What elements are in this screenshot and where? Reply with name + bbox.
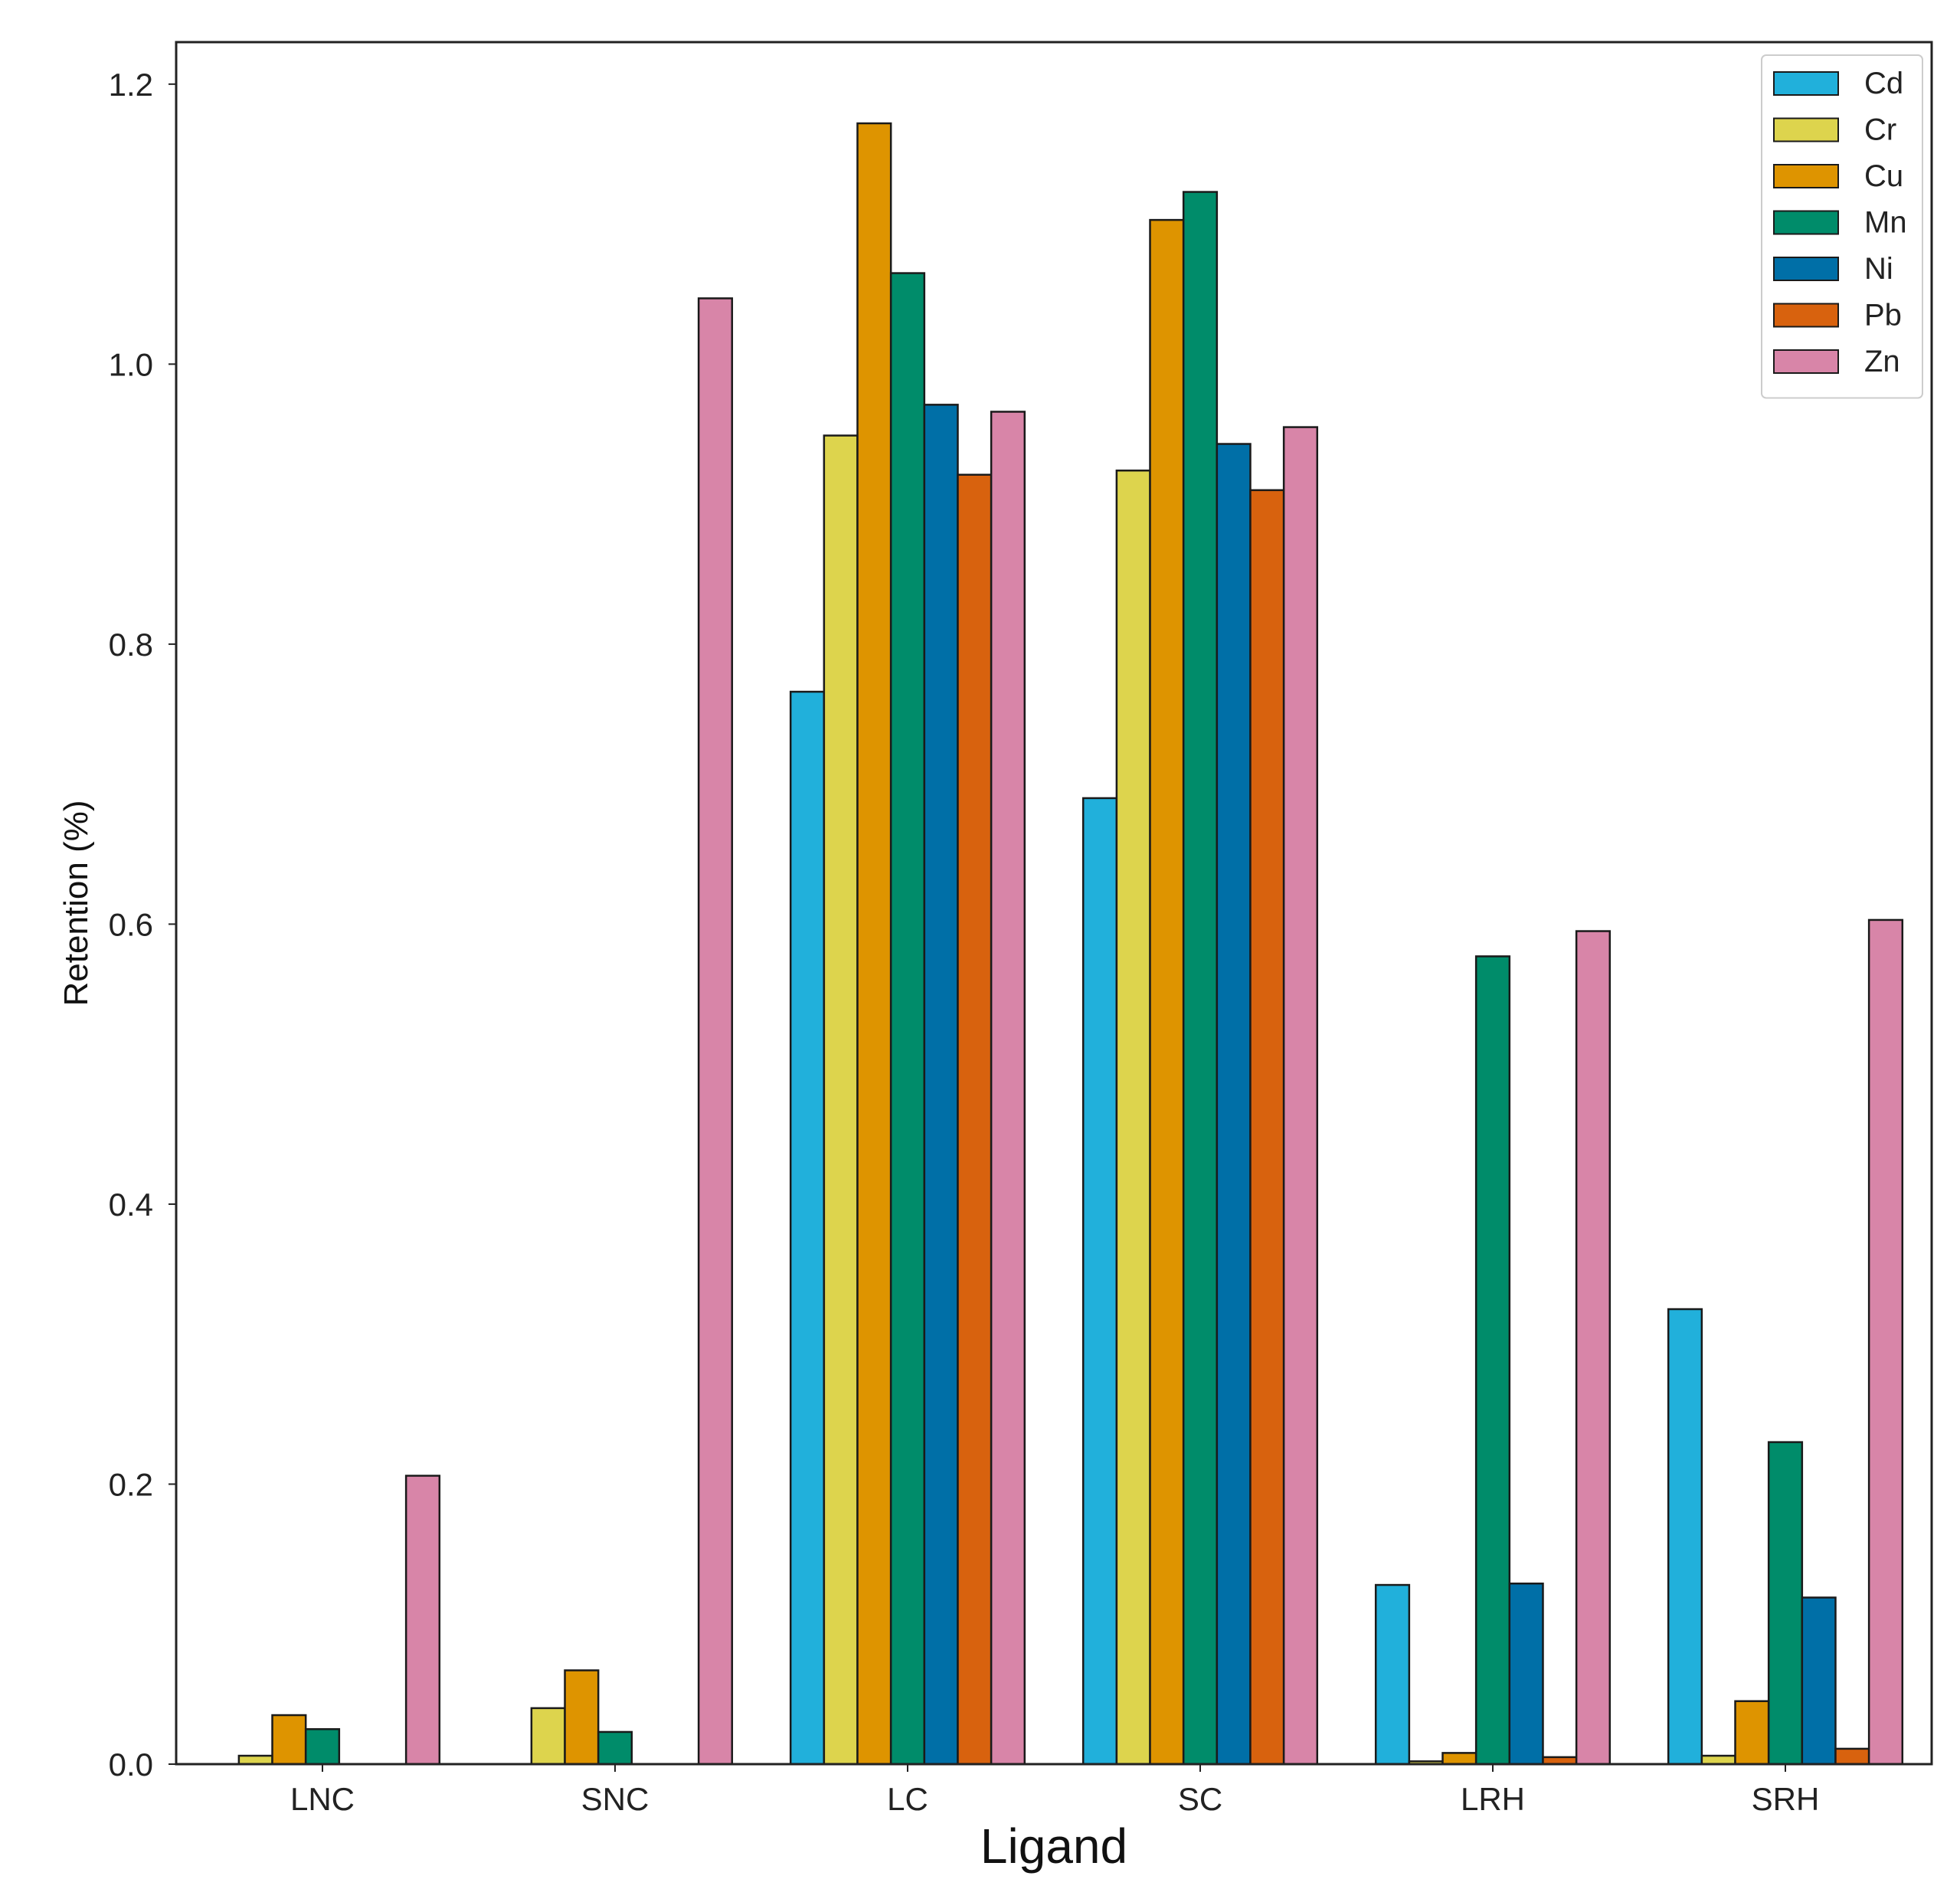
bar-zn-snc bbox=[697, 297, 734, 1766]
bar-pb-lc bbox=[957, 473, 993, 1766]
bar-mn-lnc bbox=[304, 1728, 341, 1766]
bar-pb-sc bbox=[1249, 489, 1285, 1766]
y-axis-ticks: 0.0 0.2 0.4 0.6 0.8 1.0 1.2 bbox=[109, 67, 176, 1783]
x-tick-label: SC bbox=[1178, 1781, 1222, 1817]
bar-cu-lc bbox=[856, 122, 892, 1766]
bar-cu-srh bbox=[1734, 1700, 1770, 1766]
legend-swatch-ni bbox=[1773, 257, 1839, 281]
plot-area-frame bbox=[175, 41, 1933, 1766]
y-tick-label: 0.4 bbox=[109, 1187, 153, 1223]
bar-pb-srh bbox=[1834, 1747, 1870, 1766]
legend-label-mn: Mn bbox=[1864, 206, 1907, 240]
legend-label-ni: Ni bbox=[1864, 252, 1893, 286]
bar-cd-srh bbox=[1667, 1308, 1703, 1766]
legend-label-zn: Zn bbox=[1864, 345, 1900, 378]
x-axis-ticks: LNC SNC LC SC LRH SRH bbox=[290, 1764, 1819, 1817]
x-tick-label: LC bbox=[887, 1781, 928, 1817]
bar-cd-sc bbox=[1081, 797, 1118, 1766]
x-tick-label: LRH bbox=[1461, 1781, 1525, 1817]
legend-swatch-cu bbox=[1773, 164, 1839, 188]
bar-cr-lnc bbox=[237, 1754, 273, 1766]
legend-label-cu: Cu bbox=[1864, 159, 1903, 193]
y-tick-label: 0.2 bbox=[109, 1466, 153, 1502]
bar-cu-lnc bbox=[271, 1714, 307, 1766]
bar-mn-sc bbox=[1182, 191, 1219, 1766]
x-tick-label: LNC bbox=[290, 1781, 355, 1817]
bar-mn-snc bbox=[597, 1730, 633, 1766]
legend-swatch-cr bbox=[1773, 117, 1839, 142]
bar-cr-snc bbox=[530, 1707, 566, 1766]
bar-zn-sc bbox=[1282, 426, 1319, 1766]
x-tick-label: SRH bbox=[1752, 1781, 1820, 1817]
y-tick-label: 1.2 bbox=[109, 67, 153, 103]
y-tick-label: 0.0 bbox=[109, 1747, 153, 1783]
legend-label-cr: Cr bbox=[1864, 113, 1896, 147]
bar-zn-lc bbox=[990, 411, 1026, 1766]
bar-cr-sc bbox=[1115, 470, 1151, 1766]
bar-ni-lrh bbox=[1508, 1582, 1544, 1766]
bar-zn-srh bbox=[1867, 918, 1904, 1766]
x-axis-title: Ligand bbox=[980, 1819, 1127, 1874]
y-tick-label: 0.6 bbox=[109, 906, 153, 942]
legend-label-cd: Cd bbox=[1864, 67, 1903, 100]
legend-swatch-mn bbox=[1773, 210, 1839, 235]
y-axis-title: Retention (%) bbox=[57, 800, 95, 1006]
bar-ni-srh bbox=[1801, 1596, 1837, 1766]
legend: Cd Cr Cu Mn Ni Pb Zn bbox=[1761, 54, 1923, 399]
legend-label-pb: Pb bbox=[1864, 299, 1902, 332]
legend-swatch-cd bbox=[1773, 71, 1839, 96]
legend-swatch-pb bbox=[1773, 303, 1839, 328]
x-tick-label: SNC bbox=[581, 1781, 650, 1817]
bar-cr-lc bbox=[823, 434, 859, 1766]
bar-zn-lnc bbox=[404, 1475, 441, 1766]
bar-cu-sc bbox=[1149, 218, 1185, 1766]
bar-cu-lrh bbox=[1441, 1752, 1477, 1766]
bar-mn-srh bbox=[1767, 1441, 1804, 1766]
bar-cd-lc bbox=[789, 690, 826, 1766]
bar-mn-lc bbox=[889, 272, 926, 1766]
bars-layer bbox=[237, 122, 1904, 1766]
bar-ni-sc bbox=[1216, 443, 1252, 1766]
y-tick-label: 0.8 bbox=[109, 627, 153, 663]
bar-cd-lrh bbox=[1374, 1583, 1411, 1766]
legend-swatch-zn bbox=[1773, 349, 1839, 374]
y-tick-label: 1.0 bbox=[109, 346, 153, 382]
bar-zn-lrh bbox=[1575, 930, 1612, 1766]
bar-cr-srh bbox=[1700, 1754, 1736, 1766]
bar-cu-snc bbox=[564, 1669, 600, 1766]
bar-ni-lc bbox=[923, 404, 959, 1766]
bar-mn-lrh bbox=[1474, 955, 1511, 1766]
